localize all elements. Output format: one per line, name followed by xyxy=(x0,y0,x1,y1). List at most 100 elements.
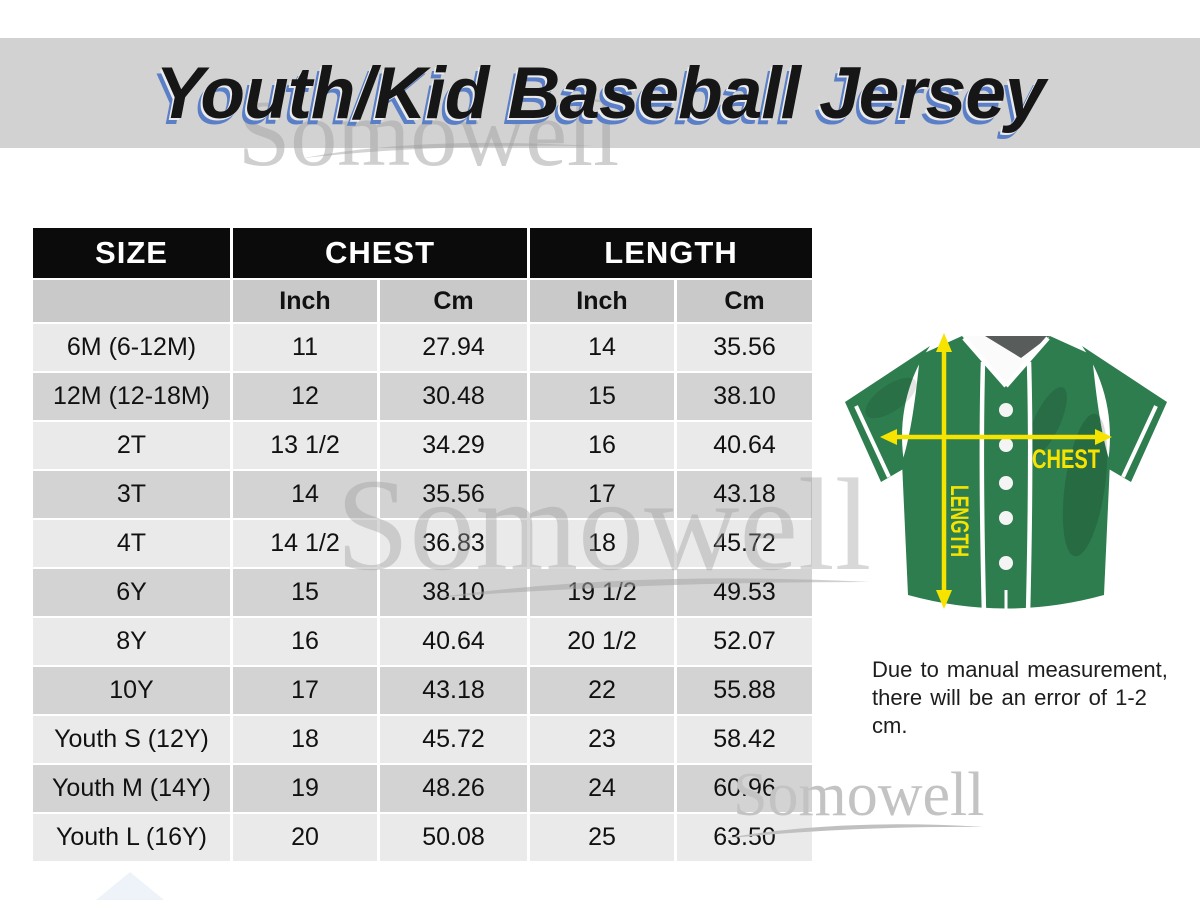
value-cell: 17 xyxy=(530,471,674,518)
value-cell: 17 xyxy=(233,667,377,714)
table-header-row: SIZE CHEST LENGTH xyxy=(33,228,812,278)
size-cell: Youth S (12Y) xyxy=(33,716,230,763)
value-cell: 63.50 xyxy=(677,814,812,861)
fold-shadow xyxy=(1062,413,1108,557)
size-cell: 8Y xyxy=(33,618,230,665)
size-chart-table: SIZE CHEST LENGTH Inch Cm Inch Cm 6M (6-… xyxy=(30,226,815,863)
value-cell: 38.10 xyxy=(677,373,812,420)
page-title: Youth/Kid Baseball Jersey xyxy=(155,52,1045,134)
value-cell: 40.64 xyxy=(380,618,527,665)
size-cell: 10Y xyxy=(33,667,230,714)
value-cell: 20 1/2 xyxy=(530,618,674,665)
measurement-note: Due to manual measurement, there will be… xyxy=(872,656,1172,740)
table-row: 6Y 15 38.10 19 1/2 49.53 xyxy=(33,569,812,616)
value-cell: 12 xyxy=(233,373,377,420)
header-length: LENGTH xyxy=(530,228,812,278)
size-table-body: 6M (6-12M) 11 27.94 14 35.56 12M (12-18M) 12 30… xyxy=(33,324,812,861)
fold-shadow xyxy=(1027,387,1067,457)
value-cell: 19 1/2 xyxy=(530,569,674,616)
button xyxy=(999,511,1013,525)
value-cell: 14 xyxy=(530,324,674,371)
value-cell: 36.83 xyxy=(380,520,527,567)
value-cell: 27.94 xyxy=(380,324,527,371)
table-row: 10Y 17 43.18 22 55.88 xyxy=(33,667,812,714)
right-cuff-stripe xyxy=(1121,405,1158,478)
value-cell: 24 xyxy=(530,765,674,812)
button xyxy=(999,438,1013,452)
value-cell: 43.18 xyxy=(677,471,812,518)
table-row: 6M (6-12M) 11 27.94 14 35.56 xyxy=(33,324,812,371)
units-empty-cell xyxy=(33,280,230,322)
note-line-1: Due to manual measurement, xyxy=(872,657,1168,682)
table-units-row: Inch Cm Inch Cm xyxy=(33,280,812,322)
placket-piping xyxy=(979,361,987,615)
value-cell: 18 xyxy=(530,520,674,567)
value-cell: 34.29 xyxy=(380,422,527,469)
value-cell: 25 xyxy=(530,814,674,861)
size-table: SIZE CHEST LENGTH Inch Cm Inch Cm 6M (6-… xyxy=(30,226,815,863)
fold-shadow xyxy=(865,377,917,419)
length-arrowhead-top xyxy=(936,333,952,352)
value-cell: 38.10 xyxy=(380,569,527,616)
value-cell: 45.72 xyxy=(677,520,812,567)
length-arrowhead-bottom xyxy=(936,590,952,609)
value-cell: 48.26 xyxy=(380,765,527,812)
value-cell: 60.96 xyxy=(677,765,812,812)
value-cell: 16 xyxy=(530,422,674,469)
value-cell: 45.72 xyxy=(380,716,527,763)
value-cell: 58.42 xyxy=(677,716,812,763)
units-chest-inch: Inch xyxy=(233,280,377,322)
value-cell: 16 xyxy=(233,618,377,665)
value-cell: 52.07 xyxy=(677,618,812,665)
value-cell: 13 1/2 xyxy=(233,422,377,469)
value-cell: 14 xyxy=(233,471,377,518)
collar-piping xyxy=(962,336,1008,388)
header-chest: CHEST xyxy=(233,228,527,278)
size-cell: Youth M (14Y) xyxy=(33,765,230,812)
value-cell: 23 xyxy=(530,716,674,763)
chest-arrowhead-left xyxy=(880,429,897,445)
value-cell: 22 xyxy=(530,667,674,714)
header-size: SIZE xyxy=(33,228,230,278)
value-cell: 18 xyxy=(233,716,377,763)
collar-shadow xyxy=(985,336,1050,358)
value-cell: 55.88 xyxy=(677,667,812,714)
units-length-cm: Cm xyxy=(677,280,812,322)
value-cell: 50.08 xyxy=(380,814,527,861)
button xyxy=(999,403,1013,417)
left-cuff-stripe xyxy=(854,405,891,478)
size-cell: 2T xyxy=(33,422,230,469)
units-chest-cm: Cm xyxy=(380,280,527,322)
length-measure-label: LENGTH xyxy=(945,485,973,557)
value-cell: 35.56 xyxy=(677,324,812,371)
value-cell: 40.64 xyxy=(677,422,812,469)
table-row: Youth M (14Y) 19 48.26 24 60.96 xyxy=(33,765,812,812)
value-cell: 15 xyxy=(233,569,377,616)
table-row: Youth L (16Y) 20 50.08 25 63.50 xyxy=(33,814,812,861)
size-cell: 6Y xyxy=(33,569,230,616)
chest-arrowhead-right xyxy=(1095,429,1112,445)
table-row: 3T 14 35.56 17 43.18 xyxy=(33,471,812,518)
value-cell: 15 xyxy=(530,373,674,420)
button xyxy=(999,476,1013,490)
jersey-right-sleeve xyxy=(1082,346,1167,482)
table-row: 12M (12-18M) 12 30.48 15 38.10 xyxy=(33,373,812,420)
collar-piping xyxy=(1004,336,1050,388)
value-cell: 14 1/2 xyxy=(233,520,377,567)
value-cell: 30.48 xyxy=(380,373,527,420)
size-cell: Youth L (16Y) xyxy=(33,814,230,861)
table-row: 8Y 16 40.64 20 1/2 52.07 xyxy=(33,618,812,665)
table-row: 4T 14 1/2 36.83 18 45.72 xyxy=(33,520,812,567)
button xyxy=(999,556,1013,570)
watermark-swoosh xyxy=(304,142,594,158)
jersey-body xyxy=(902,336,1110,609)
value-cell: 20 xyxy=(233,814,377,861)
size-cell: 3T xyxy=(33,471,230,518)
placket-piping xyxy=(1025,361,1033,615)
corner-ghost-shape xyxy=(96,872,164,900)
value-cell: 35.56 xyxy=(380,471,527,518)
value-cell: 49.53 xyxy=(677,569,812,616)
jersey-illustration: CHEST LENGTH xyxy=(845,333,1167,620)
size-cell: 4T xyxy=(33,520,230,567)
chest-measure-label: CHEST xyxy=(1032,444,1100,474)
